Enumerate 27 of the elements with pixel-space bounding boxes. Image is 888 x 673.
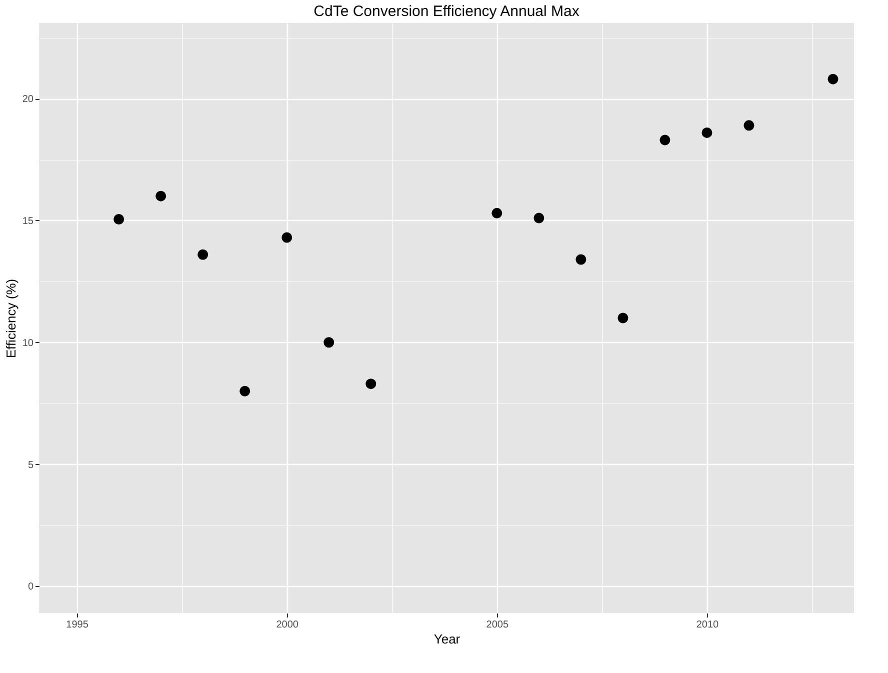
point (198, 249, 208, 260)
point (282, 232, 292, 243)
y-tick-label: 15 (22, 216, 34, 227)
y-tick-label: 0 (28, 582, 34, 593)
y-tick-label: 10 (22, 338, 34, 349)
point (366, 378, 376, 390)
point (492, 208, 502, 218)
x-tick-label: 1995 (66, 620, 89, 630)
chart-title: CdTe Conversion Efficiency Annual Max (314, 3, 580, 20)
y-tick-label: 5 (28, 460, 34, 471)
point (534, 212, 544, 224)
x-tick-label: 2000 (276, 620, 299, 630)
point (576, 254, 586, 265)
point (618, 312, 628, 324)
point (702, 127, 712, 138)
x-tick-label: 2010 (696, 620, 720, 630)
point (240, 386, 250, 396)
y-axis-title: Efficiency (%) (3, 278, 18, 358)
point (744, 120, 754, 131)
y-tick-label: 20 (22, 94, 34, 106)
point (660, 134, 670, 146)
x-axis-title: Year (434, 632, 461, 646)
point (156, 190, 166, 202)
point (828, 74, 838, 84)
x-tick-label: 2005 (486, 620, 509, 630)
point (324, 337, 334, 348)
point (114, 214, 124, 224)
